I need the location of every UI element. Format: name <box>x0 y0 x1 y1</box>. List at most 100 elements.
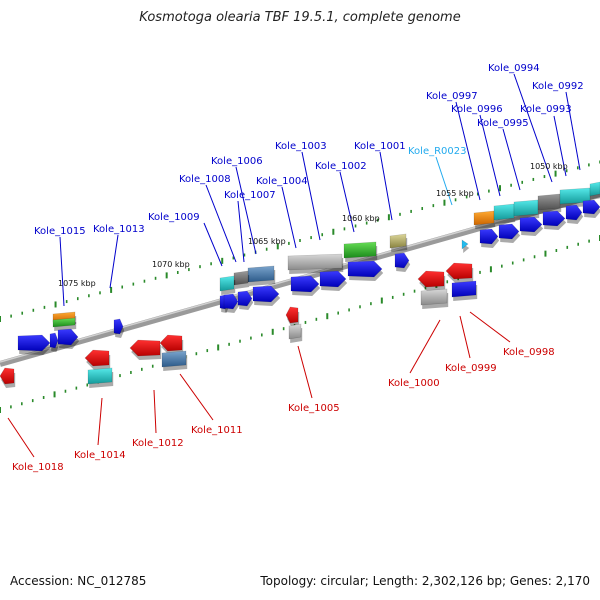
leader-line-kole-1014 <box>97 397 103 446</box>
cds-arrow-b4 <box>319 270 347 288</box>
feature-kole-1011 <box>161 350 187 368</box>
gene-label-kole-1013: Kole_1013 <box>93 224 145 235</box>
leader-line-kole-1003 <box>301 151 321 241</box>
gene-label-kole-1009: Kole_1009 <box>148 212 200 223</box>
feature-kole-r0023 <box>461 239 469 250</box>
map-title: Kosmotoga olearia TBF 19.5.1, complete g… <box>139 10 461 25</box>
scale-ticks <box>0 160 600 413</box>
gene-label-kole-1014: Kole_1014 <box>74 450 126 461</box>
gene-label-kole-1012: Kole_1012 <box>132 438 184 449</box>
cds-arrow-b2 <box>347 260 383 278</box>
leader-line-kole-0995 <box>502 128 521 191</box>
gene-label-kole-0997: Kole_0997 <box>426 91 478 102</box>
feature-kole-0998-arrow <box>445 262 473 280</box>
cds-arrow-a1 <box>479 228 499 245</box>
cds-arrow-d1 <box>17 334 51 352</box>
feature-kole-1005 <box>288 323 302 340</box>
feature-kole-0992 <box>589 181 600 197</box>
feature-kole-1011-arrow <box>159 334 183 352</box>
gene-label-kole-r0023: Kole_R0023 <box>408 146 467 157</box>
feature-kole-0995 <box>513 199 539 217</box>
leader-line-kole-1001 <box>379 151 393 221</box>
gene-label-kole-0999: Kole_0999 <box>445 363 497 374</box>
gene-label-kole-1018: Kole_1018 <box>12 462 64 473</box>
gene-label-kole-1015: Kole_1015 <box>34 226 86 237</box>
feature-kole-0999-arrow <box>417 270 445 288</box>
gene-label-kole-1000: Kole_1000 <box>388 378 440 389</box>
scale-label-1075-kbp: 1075 kbp <box>58 279 96 288</box>
cds-arrow-b1 <box>394 252 410 269</box>
gene-label-kole-1002: Kole_1002 <box>315 161 367 172</box>
feature-kole-1015-b <box>52 317 76 328</box>
gene-label-kole-1007: Kole_1007 <box>224 190 276 201</box>
cds-arrow-c4 <box>252 285 280 303</box>
cds-arrow-d3 <box>57 328 79 346</box>
feature-kole-1014 <box>87 367 113 385</box>
gene-label-kole-1003: Kole_1003 <box>275 141 327 152</box>
leader-line-kole-0997 <box>455 101 481 201</box>
gene-label-kole-1006: Kole_1006 <box>211 156 263 167</box>
leader-line-kole-1004 <box>281 186 297 249</box>
leader-line-kole-1007 <box>237 200 245 263</box>
leader-line-kole-0992 <box>565 91 581 171</box>
cds-arrow-d2 <box>49 332 59 349</box>
feature-kole-1013 <box>113 318 124 335</box>
leader-line-kole-0996 <box>479 114 501 197</box>
cds-arrow-a3 <box>519 216 543 233</box>
gene-label-kole-1004: Kole_1004 <box>256 176 308 187</box>
gene-label-kole-0996: Kole_0996 <box>451 104 503 115</box>
cds-arrow-c3 <box>237 290 253 307</box>
gene-labels: Kole_0992 Kole_0993 Kole_0994 Kole_0995 Kole… <box>12 63 584 473</box>
feature-kole-0994 <box>537 193 561 211</box>
cds-arrow-a2 <box>498 223 520 240</box>
cds-arrow-c2 <box>223 293 239 310</box>
scale-label-1050-kbp: 1050 kbp <box>530 162 568 171</box>
feature-kole-0998 <box>451 280 477 298</box>
feature-kole-1002 <box>343 241 377 259</box>
accession-text: Accession: NC_012785 <box>10 574 147 588</box>
feature-kole-1014-arrow <box>84 349 110 367</box>
gene-label-kole-0998: Kole_0998 <box>503 347 555 358</box>
label-leader-lines <box>7 73 581 458</box>
feature-kole-0997 <box>473 210 495 226</box>
feature-kole-1000 <box>420 288 448 306</box>
leader-line-kole-1015 <box>59 236 65 307</box>
gene-label-kole-1008: Kole_1008 <box>179 174 231 185</box>
leader-line-kole-1018 <box>7 417 35 458</box>
scale-label-1070-kbp: 1070 kbp <box>152 260 190 269</box>
gene-label-kole-0993: Kole_0993 <box>520 104 572 115</box>
cds-arrow-a4 <box>542 210 566 227</box>
gene-label-kole-1001: Kole_1001 <box>354 141 406 152</box>
genome-summary-text: Topology: circular; Length: 2,302,126 bp… <box>260 574 590 588</box>
gene-label-kole-0992: Kole_0992 <box>532 81 584 92</box>
feature-kole-1003 <box>287 253 343 271</box>
feature-kole-1012-arrow <box>129 339 161 357</box>
leader-line-kole-0999 <box>459 315 471 359</box>
gene-label-kole-1011: Kole_1011 <box>191 425 243 436</box>
feature-kole-1018 <box>0 367 15 385</box>
leader-line-kole-1000 <box>409 319 441 374</box>
scale-label-1055-kbp: 1055 kbp <box>436 189 474 198</box>
leader-line-kole-1011 <box>179 373 214 421</box>
leader-line-kole-1006 <box>235 166 257 255</box>
gene-features <box>0 181 600 388</box>
gene-label-kole-0994: Kole_0994 <box>488 63 540 74</box>
feature-kole-1001 <box>389 233 407 249</box>
leader-line-kole-0994 <box>513 73 553 183</box>
leader-line-kole-1012 <box>153 389 157 434</box>
leader-line-kole-1002 <box>339 171 355 233</box>
leader-line-kole-1009 <box>203 222 223 267</box>
leader-line-kole-1013 <box>109 234 119 289</box>
feature-kole-1005-arrow <box>285 306 299 324</box>
cds-arrow-b3 <box>290 275 320 293</box>
feature-kole-0996 <box>493 203 515 221</box>
gene-label-kole-0995: Kole_0995 <box>477 118 529 129</box>
cds-arrow-a6 <box>582 199 600 215</box>
cds-arrow-a5 <box>565 204 583 221</box>
feature-kole-1006 <box>233 270 249 286</box>
gene-label-kole-1005: Kole_1005 <box>288 403 340 414</box>
leader-line-kole-1008 <box>205 184 237 263</box>
scale-label-1065-kbp: 1065 kbp <box>248 237 286 246</box>
